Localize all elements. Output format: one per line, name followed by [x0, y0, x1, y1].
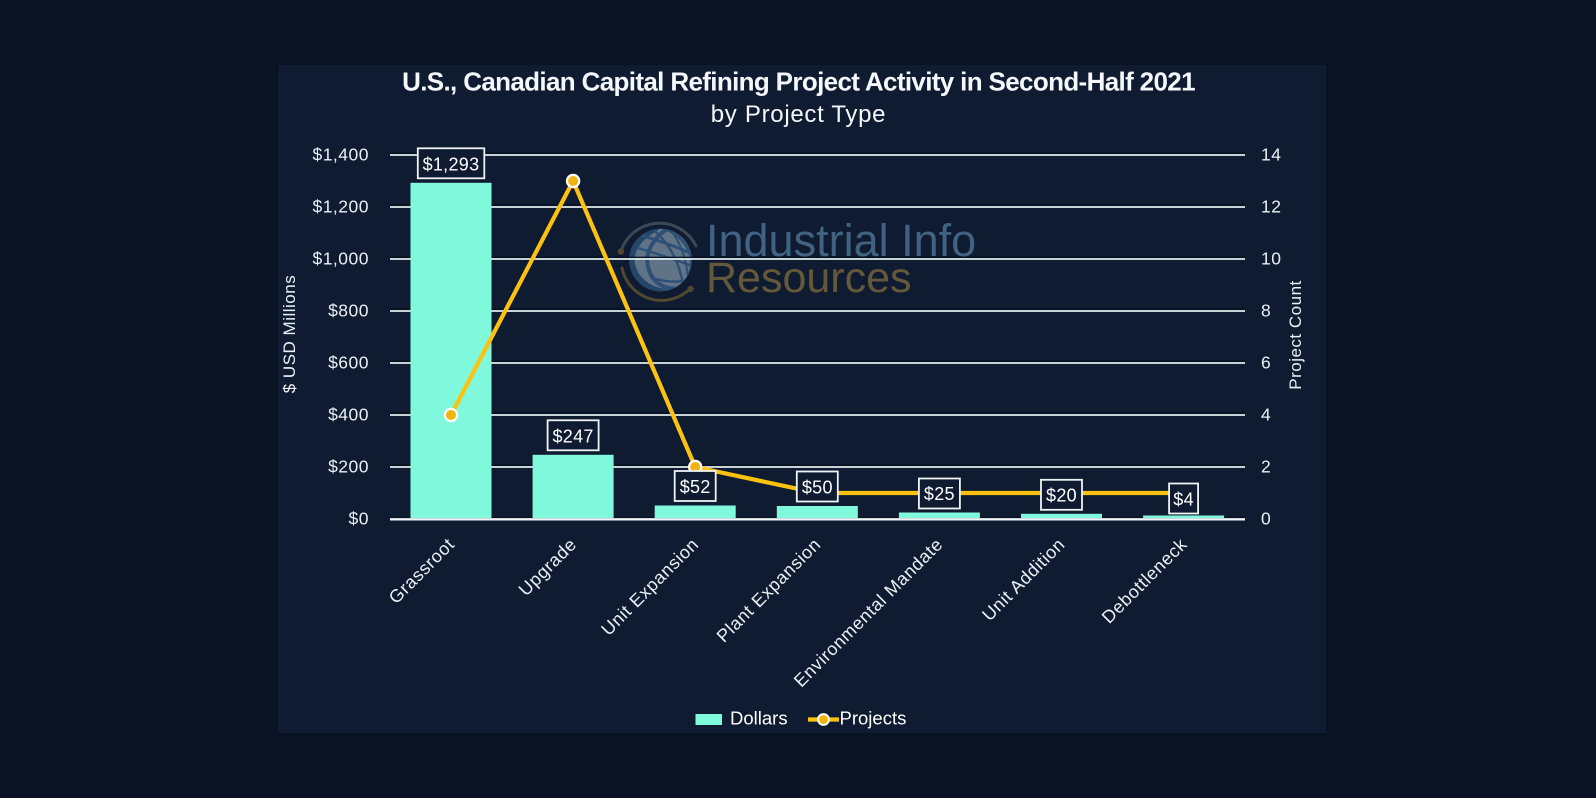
svg-text:$200: $200	[328, 457, 369, 477]
svg-text:$50: $50	[802, 478, 833, 498]
svg-text:$400: $400	[328, 405, 369, 425]
svg-text:6: 6	[1261, 353, 1271, 373]
svg-text:$1,000: $1,000	[312, 249, 369, 269]
svg-text:0: 0	[1261, 509, 1271, 529]
svg-text:10: 10	[1261, 249, 1281, 269]
svg-text:by Project Type: by Project Type	[711, 101, 886, 128]
svg-text:$4: $4	[1173, 490, 1194, 510]
svg-text:$ USD Millions: $ USD Millions	[280, 275, 299, 393]
svg-text:8: 8	[1261, 301, 1271, 321]
svg-text:2: 2	[1261, 457, 1271, 477]
svg-text:U.S., Canadian Capital Refinin: U.S., Canadian Capital Refining Project …	[402, 67, 1195, 97]
svg-text:$1,400: $1,400	[312, 145, 369, 165]
svg-text:Dollars: Dollars	[730, 708, 788, 729]
svg-text:$1,293: $1,293	[423, 154, 480, 174]
svg-text:$1,200: $1,200	[312, 197, 369, 217]
svg-text:$247: $247	[552, 426, 593, 446]
svg-text:Project Count: Project Count	[1286, 280, 1305, 390]
svg-text:14: 14	[1261, 145, 1281, 165]
svg-text:Resources: Resources	[706, 254, 912, 302]
svg-text:$52: $52	[680, 477, 711, 497]
svg-text:4: 4	[1261, 405, 1271, 425]
svg-text:$20: $20	[1046, 485, 1077, 505]
svg-text:$25: $25	[924, 484, 955, 504]
svg-text:$600: $600	[328, 353, 369, 373]
svg-text:Projects: Projects	[840, 708, 907, 729]
svg-text:12: 12	[1261, 197, 1281, 217]
svg-text:$800: $800	[328, 301, 369, 321]
svg-text:$0: $0	[349, 509, 369, 529]
